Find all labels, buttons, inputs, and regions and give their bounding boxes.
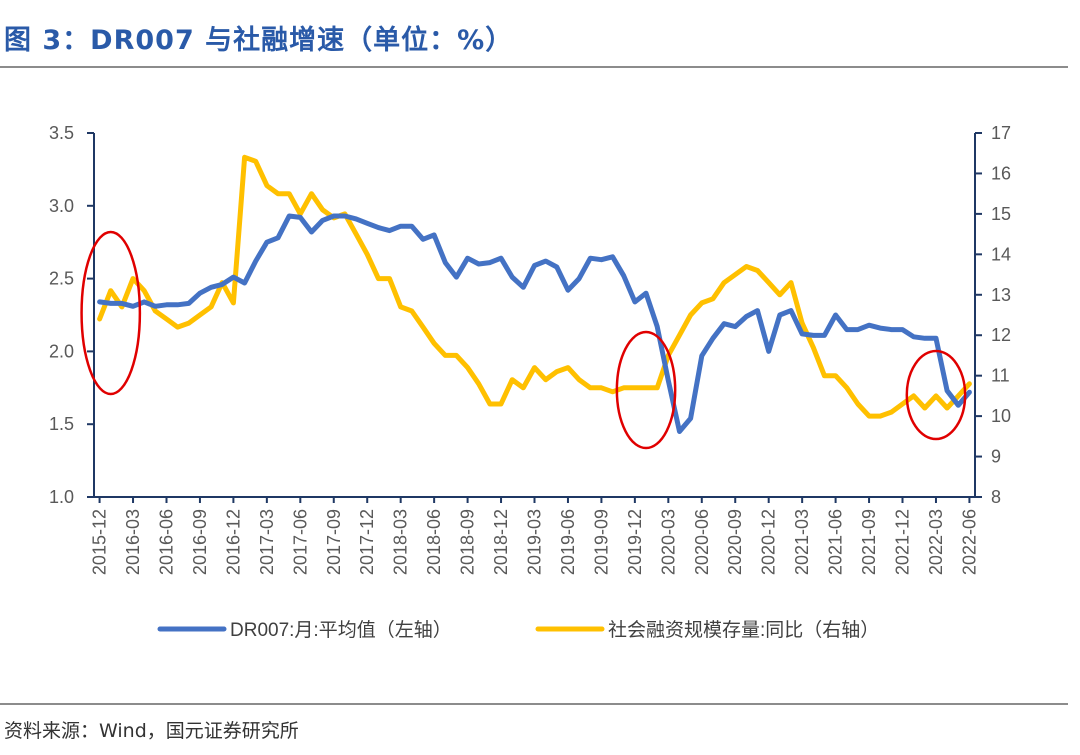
y-right-tick-label: 17 <box>991 123 1011 143</box>
x-tick-label: 2022-03 <box>926 509 946 575</box>
x-tick-label: 2022-06 <box>959 509 979 575</box>
x-tick-label: 2018-12 <box>491 509 511 575</box>
y-left-tick-labels: 1.0 1.5 2.0 2.5 3.0 3.5 <box>49 123 74 507</box>
y-right-tick-label: 15 <box>991 204 1011 224</box>
y-right-tick-label: 14 <box>991 244 1011 264</box>
series-dr007 <box>97 213 972 434</box>
chart-axes <box>87 132 982 503</box>
x-tick-label: 2017-03 <box>257 509 277 575</box>
y-left-tick-label: 1.5 <box>49 414 74 434</box>
x-tick-label: 2017-06 <box>290 509 310 575</box>
legend-label: DR007:月:平均值（左轴） <box>230 619 452 641</box>
y-right-tick-label: 9 <box>991 447 1001 467</box>
x-tick-label: 2021-09 <box>859 509 879 575</box>
x-tick-label: 2017-09 <box>324 509 344 575</box>
x-tick-label: 2016-12 <box>223 509 243 575</box>
x-tick-label: 2020-03 <box>658 509 678 575</box>
x-tick-label: 2021-03 <box>792 509 812 575</box>
highlight-ellipse-2016 <box>80 230 142 396</box>
y-right-tick-labels: 8 9 10 11 12 13 14 15 16 17 <box>991 123 1011 507</box>
series-layer <box>97 154 972 434</box>
x-tick-labels: 2015-12 2016-03 2016-06 2016-09 2016-12 2017-… <box>90 509 980 575</box>
top-divider <box>0 66 1068 68</box>
x-tick-label: 2020-12 <box>759 509 779 575</box>
x-tick-label: 2018-06 <box>424 509 444 575</box>
y-left-tick-label: 3.0 <box>49 196 74 216</box>
x-tick-label: 2020-09 <box>725 509 745 575</box>
y-left-tick-label: 3.5 <box>49 123 74 143</box>
dr007-line <box>97 213 972 434</box>
legend-item-social-financing: 社会融资规模存量:同比（右轴） <box>535 619 879 641</box>
y-left-tick-label: 2.0 <box>49 341 74 361</box>
figure-title: 图 3：DR007 与社融增速（单位：%） <box>4 25 514 56</box>
y-right-tick-label: 16 <box>991 163 1011 183</box>
x-tick-label: 2015-12 <box>90 509 110 575</box>
x-tick-label: 2019-09 <box>591 509 611 575</box>
y-right-tick-label: 10 <box>991 406 1011 426</box>
legend-item-dr007: DR007:月:平均值（左轴） <box>157 619 452 641</box>
series-social-financing <box>97 154 972 419</box>
x-tick-label: 2019-12 <box>625 509 645 575</box>
x-tick-label: 2021-06 <box>826 509 846 575</box>
y-right-tick-label: 13 <box>991 285 1011 305</box>
y-right-tick-label: 8 <box>991 487 1001 507</box>
line-chart: 2015-12 2016-03 2016-06 2016-09 2016-12 2017-… <box>49 123 1011 641</box>
y-right-tick-label: 12 <box>991 325 1011 345</box>
y-left-tick-label: 1.0 <box>49 487 74 507</box>
x-tick-label: 2017-12 <box>357 509 377 575</box>
y-left-tick-label: 2.5 <box>49 269 74 289</box>
highlight-ellipse-2020 <box>615 330 677 450</box>
x-tick-label: 2019-03 <box>525 509 545 575</box>
social-financing-line <box>97 154 972 419</box>
x-tick-label: 2016-09 <box>190 509 210 575</box>
legend-label: 社会融资规模存量:同比（右轴） <box>608 619 879 641</box>
chart-legend: DR007:月:平均值（左轴） 社会融资规模存量:同比（右轴） <box>157 619 879 641</box>
x-tick-label: 2018-03 <box>391 509 411 575</box>
y-right-tick-label: 11 <box>991 366 1010 386</box>
x-tick-label: 2021-12 <box>893 509 913 575</box>
bottom-divider <box>0 703 1068 705</box>
x-tick-label: 2020-06 <box>692 509 712 575</box>
x-tick-label: 2016-06 <box>156 509 176 575</box>
highlight-ellipse-2022 <box>905 349 967 441</box>
source-note: 资料来源：Wind，国元证券研究所 <box>4 720 299 742</box>
x-tick-label: 2016-03 <box>123 509 143 575</box>
annotation-ellipses <box>80 230 967 450</box>
x-tick-label: 2018-09 <box>458 509 478 575</box>
x-tick-label: 2019-06 <box>558 509 578 575</box>
